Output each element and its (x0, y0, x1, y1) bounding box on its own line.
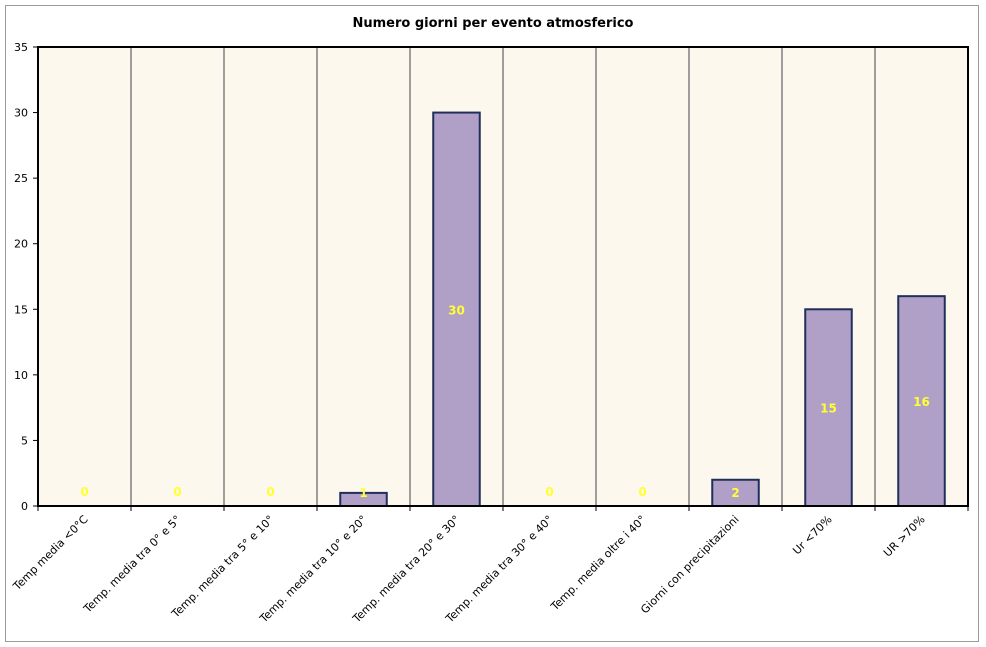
data-label: 0 (638, 485, 646, 499)
x-tick-label: Temp. media oltre i 40° (548, 513, 649, 614)
y-tick-label: 0 (21, 500, 28, 513)
bar (432, 111, 481, 507)
y-tick-label: 30 (14, 107, 28, 120)
x-tick-label: Temp. media tra 5° e 10° (169, 513, 277, 621)
data-label: 0 (173, 485, 181, 499)
y-tick-label: 20 (14, 238, 28, 251)
y-tick-label: 5 (21, 434, 28, 447)
data-label: 0 (80, 485, 88, 499)
bar (897, 295, 946, 507)
data-labels: 0 0 0 1 30 0 0 2 15 16 (80, 303, 930, 500)
y-tick-label: 10 (14, 369, 28, 382)
y-tick-label: 15 (14, 303, 28, 316)
x-tick-label: Temp. media tra 10° e 20° (257, 513, 370, 626)
plot-border (37, 46, 969, 507)
data-label: 30 (448, 303, 465, 317)
data-label: 1 (359, 486, 367, 500)
data-label: 15 (820, 402, 837, 416)
bar (804, 308, 853, 507)
x-tick-label: Giorni con precipitazioni (638, 513, 741, 616)
y-tick-label: 35 (14, 41, 28, 54)
gridlines (130, 47, 876, 506)
x-tick-label: Temp. media tra 20° e 30° (350, 513, 463, 626)
bars (339, 111, 946, 507)
x-tick-label: UR >70% (881, 513, 928, 560)
data-label: 0 (545, 485, 553, 499)
x-tick-label: Temp media <0°C (10, 513, 91, 594)
y-axis: 0 5 10 15 20 25 30 35 (14, 41, 38, 513)
y-tick-label: 25 (14, 172, 28, 185)
x-tick-label: Temp. media tra 0° e 5° (80, 513, 183, 616)
data-label: 2 (731, 486, 739, 500)
x-tick-label: Ur <70% (790, 513, 834, 557)
data-label: 16 (913, 395, 930, 409)
chart-title: Numero giorni per evento atmosferico (352, 16, 634, 31)
data-label: 0 (266, 485, 274, 499)
x-tick-label: Temp. media tra 30° e 40° (443, 513, 556, 626)
